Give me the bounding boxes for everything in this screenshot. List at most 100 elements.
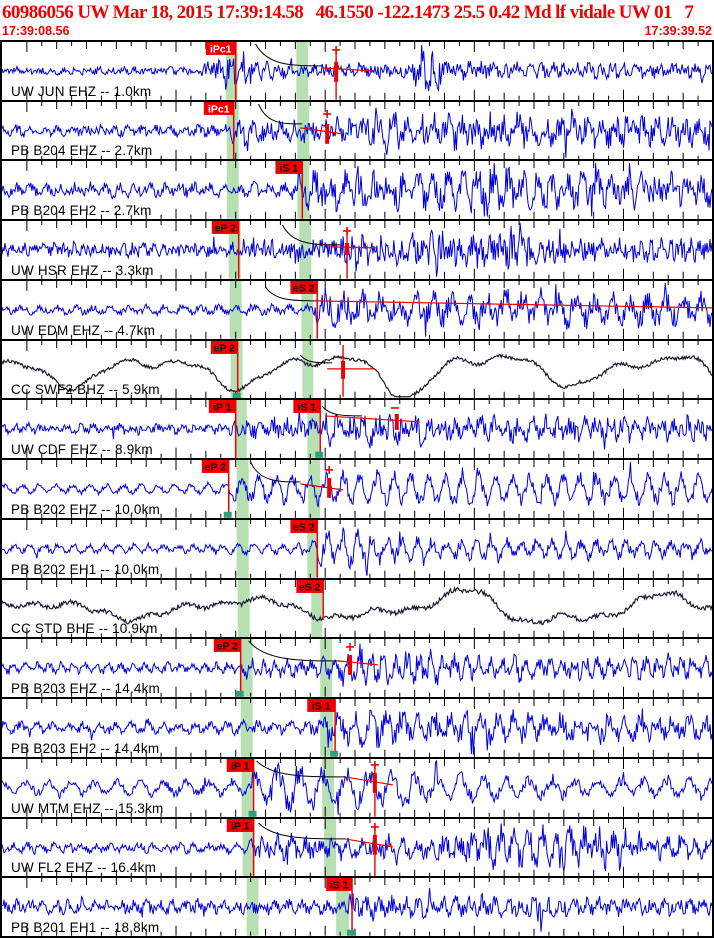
coda-fit-line[interactable] <box>344 837 393 848</box>
trace-canvas[interactable]: iP 1 <box>2 758 712 817</box>
pick-flag[interactable] <box>210 340 238 354</box>
waveform-stack: iPc1 UW JUN EHZ -- 1.0km iPc1 PB B204 EHZ -… <box>0 40 714 938</box>
trace-canvas[interactable]: iS 1 <box>2 699 712 757</box>
coda-bar-marker[interactable] <box>334 61 339 82</box>
station-label: UW JUN EHZ -- 1.0km <box>11 83 152 99</box>
pick-flag[interactable] <box>201 460 229 474</box>
pick-flag[interactable] <box>211 221 239 235</box>
waveform-trace[interactable] <box>2 823 712 871</box>
pick-label: eP 2 <box>214 343 235 354</box>
coda-bar-marker[interactable] <box>394 414 399 431</box>
coda-bar-marker[interactable] <box>372 834 377 855</box>
trace-canvas[interactable]: iP 1 iS 1 <box>2 400 712 459</box>
coda-cross-marker[interactable] <box>325 466 334 475</box>
pick-flag[interactable] <box>307 699 336 713</box>
trace-panel-11[interactable]: eP 2 PB B203 EHZ -- 14.4km <box>2 637 712 698</box>
time-tick-marks <box>26 42 699 100</box>
trace-panel-13[interactable]: iP 1 UW MTM EHZ -- 15.3km <box>2 756 712 817</box>
waveform-trace[interactable] <box>2 107 712 158</box>
waveform-trace[interactable] <box>2 223 712 278</box>
coda-bar-marker[interactable] <box>345 243 350 256</box>
trace-canvas[interactable]: eP 2 <box>2 460 712 518</box>
trace-canvas[interactable]: iPc1 <box>2 42 712 100</box>
waveform-trace[interactable] <box>2 643 712 688</box>
phase-window-band <box>225 42 238 100</box>
trace-panel-15[interactable]: iS 1 PB B201 EH1 -- 18.8km <box>2 876 712 937</box>
trace-panel-14[interactable]: iP 1 UW FL2 EHZ -- 16.4km <box>2 816 712 877</box>
coda-cross-marker[interactable] <box>332 45 341 54</box>
pick-flag[interactable] <box>275 161 303 175</box>
trace-canvas[interactable]: iS 1 <box>2 161 712 220</box>
waveform-trace[interactable] <box>2 282 712 337</box>
trace-canvas[interactable]: eP 2 <box>2 340 712 399</box>
trace-panel-1[interactable]: iPc1 UW JUN EHZ -- 1.0km <box>2 40 712 100</box>
pick-flag[interactable] <box>226 818 254 832</box>
trace-panel-10[interactable]: eS 2 CC STD BHE -- 10.9km <box>2 577 712 638</box>
trace-canvas[interactable]: eS 2 <box>2 579 712 638</box>
trace-panel-12[interactable]: iS 1 PB B203 EH2 -- 14.4km <box>2 697 712 757</box>
trace-panel-4[interactable]: eP 2 UW HSR EHZ -- 3.3km <box>2 219 712 279</box>
trace-canvas[interactable]: iP 1 <box>2 818 712 877</box>
pick-flag[interactable] <box>290 280 318 294</box>
phase-window-band <box>320 699 334 757</box>
trace-panel-7[interactable]: iP 1 iS 1 UW CDF EHZ -- 8.9km <box>2 398 712 459</box>
coda-fit-line[interactable] <box>322 67 372 72</box>
pick-flag[interactable] <box>213 639 241 653</box>
waveform-trace[interactable] <box>2 353 712 398</box>
waveform-trace[interactable] <box>2 163 712 218</box>
waveform-trace[interactable] <box>2 44 712 92</box>
coda-fit-line[interactable] <box>338 660 378 666</box>
trace-canvas[interactable]: iPc1 <box>2 101 712 160</box>
phase-window-band <box>229 280 242 339</box>
pick-flag[interactable] <box>208 400 236 414</box>
pick-flag[interactable] <box>203 101 234 115</box>
waveform-trace[interactable] <box>2 585 712 625</box>
coda-bar-marker[interactable] <box>341 360 346 379</box>
trace-panel-5[interactable]: eS 2 UW EDM EHZ -- 4.7km <box>2 278 712 339</box>
phase-window-band <box>301 280 314 339</box>
phase-window-band <box>297 101 310 160</box>
coda-fit-line[interactable] <box>317 300 712 309</box>
coda-fit-line[interactable] <box>325 415 420 423</box>
coda-bar-marker[interactable] <box>325 123 330 144</box>
pick-flag[interactable] <box>226 758 254 772</box>
waveform-trace[interactable] <box>2 410 712 450</box>
pick-label: eP 2 <box>205 463 226 474</box>
pick-flag[interactable] <box>296 579 324 593</box>
trace-canvas[interactable]: eS 2 <box>2 280 712 339</box>
trace-canvas[interactable]: eS 2 <box>2 519 712 578</box>
trace-panel-3[interactable]: iS 1 PB B204 EH2 -- 2.7km <box>2 159 712 220</box>
trace-panel-9[interactable]: eS 2 PB B202 EH1 -- 10.0km <box>2 517 712 578</box>
trace-canvas[interactable]: eP 2 <box>2 639 712 698</box>
trace-canvas[interactable]: eP 2 <box>2 221 712 279</box>
coda-bar-marker[interactable] <box>372 772 377 793</box>
pick-flag[interactable] <box>326 878 353 892</box>
waveform-trace[interactable] <box>2 708 712 755</box>
pick-flag[interactable] <box>290 519 318 533</box>
event-header: 60986056 UW Mar 18, 2015 17:39:14.58 46.… <box>0 0 714 40</box>
pick-flag[interactable] <box>205 42 236 55</box>
coda-cross-marker[interactable] <box>346 643 355 652</box>
coda-fit-line[interactable] <box>344 776 393 786</box>
coda-bar-marker[interactable] <box>348 655 353 676</box>
phase-window-band <box>240 639 253 698</box>
waveform-trace[interactable] <box>2 759 712 815</box>
pick-flag[interactable] <box>293 400 321 414</box>
coda-fit-line[interactable] <box>330 246 377 249</box>
trace-canvas[interactable]: iS 1 <box>2 878 712 937</box>
coda-bar-marker[interactable] <box>327 478 332 498</box>
trace-panel-8[interactable]: eP 2 PB B202 EHZ -- 10.0km <box>2 458 712 518</box>
pick-label: iPc1 <box>208 104 230 115</box>
station-label: UW EDM EHZ -- 4.7km <box>11 322 156 338</box>
coda-cross-marker[interactable] <box>343 227 352 236</box>
coda-cross-marker[interactable] <box>370 822 379 831</box>
waveform-trace[interactable] <box>2 462 712 508</box>
trace-panel-2[interactable]: iPc1 PB B204 EHZ -- 2.7km <box>2 99 712 160</box>
waveform-trace[interactable] <box>2 527 712 576</box>
trace-panel-6[interactable]: eP 2 CC SWF2 BHZ -- 5.9km <box>2 338 712 399</box>
coda-fit-line[interactable] <box>300 483 344 491</box>
coda-fit-line[interactable] <box>300 127 344 135</box>
waveform-trace[interactable] <box>2 887 712 932</box>
coda-cross-marker[interactable] <box>323 109 332 118</box>
coda-cross-marker[interactable] <box>370 760 379 769</box>
